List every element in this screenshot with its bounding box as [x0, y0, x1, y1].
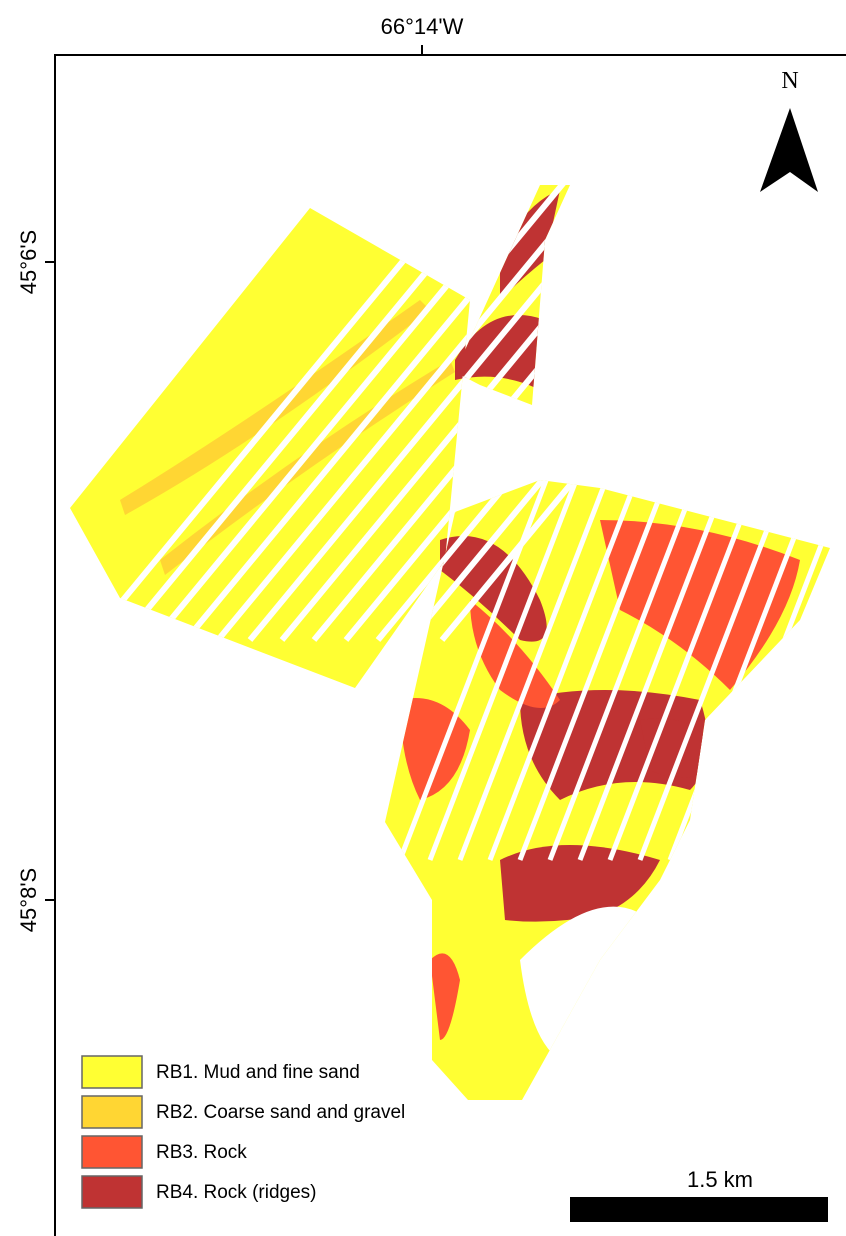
legend-swatch: [82, 1136, 142, 1168]
legend-swatch: [82, 1056, 142, 1088]
legend-label: RB3. Rock: [156, 1142, 247, 1163]
map: 66°14'W 45°6'S 45°8'S N RB1. Mud and fin…: [0, 0, 846, 1236]
latitude-label: 45°8'S: [16, 868, 41, 932]
north-arrow: [760, 108, 818, 192]
legend-label: RB1. Mud and fine sand: [156, 1062, 360, 1083]
legend-label: RB4. Rock (ridges): [156, 1182, 317, 1203]
legend-swatch: [82, 1096, 142, 1128]
legend: RB1. Mud and fine sand RB2. Coarse sand a…: [82, 1056, 405, 1208]
north-label: N: [781, 68, 798, 94]
survey-area: [0, 0, 846, 1236]
legend-swatch: [82, 1176, 142, 1208]
scale-label: 1.5 km: [687, 1167, 753, 1192]
legend-label: RB2. Coarse sand and gravel: [156, 1102, 405, 1123]
scale-bar: [570, 1197, 828, 1222]
longitude-label: 66°14'W: [381, 14, 464, 39]
latitude-label: 45°6'S: [16, 230, 41, 294]
